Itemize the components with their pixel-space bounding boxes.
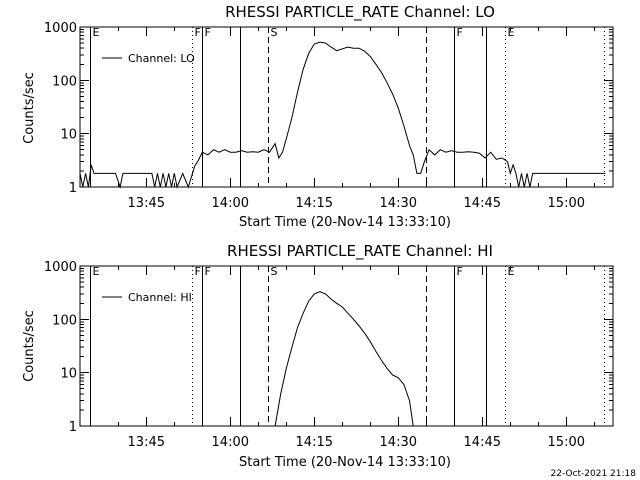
footer-timestamp: 22-Oct-2021 21:18 <box>551 469 637 479</box>
panel-hi-ytick-label: 1000 <box>44 260 77 275</box>
panel-hi-marker-label: F <box>205 265 211 278</box>
panel-lo-xtick-label: 15:00 <box>548 196 585 211</box>
chart-dynamic-layer: 1 10 100 1000 13:45 14:00 14:15 14:30 14:45 15:00… <box>44 21 614 450</box>
panel-hi-ytick-label: 10 <box>60 367 77 382</box>
panel-hi-xtick-label: 14:45 <box>464 435 501 450</box>
panel-lo-ylabel: Counts/sec <box>22 72 37 144</box>
panel-lo-ytick-label: 1000 <box>44 21 77 36</box>
panel-hi-marker-label: S <box>271 265 278 278</box>
panel-hi-series-line <box>274 291 414 427</box>
panel-lo-marker-label: E <box>93 26 100 39</box>
panel-lo-marker-label: F <box>205 26 211 39</box>
panel-lo-xtick-label: 13:45 <box>128 196 165 211</box>
panel-lo-ytick-label: 1 <box>69 181 77 196</box>
panel-hi-title: RHESSI PARTICLE_RATE Channel: HI <box>227 242 493 261</box>
panel-lo-ytick-label: 100 <box>52 74 77 89</box>
panel-lo-xtick-label: 14:15 <box>296 196 333 211</box>
panel-hi-xtick-label: 13:45 <box>128 435 165 450</box>
panel-hi-legend-label: Channel: HI <box>128 291 192 304</box>
panel-lo-xtick-label: 14:00 <box>212 196 249 211</box>
panel-lo-marker-label: F <box>195 26 201 39</box>
panel-lo-legend-label: Channel: LO <box>128 52 195 65</box>
panel-lo-xtick-label: 14:45 <box>464 196 501 211</box>
panel-hi-ytick-label: 100 <box>52 313 77 328</box>
panel-hi-marker-label: F <box>195 265 201 278</box>
panel-hi-frame <box>79 265 614 427</box>
panel-lo-marker-label: E <box>508 26 515 39</box>
panel-hi-xlabel: Start Time (20-Nov-14 13:33:10) <box>239 455 451 470</box>
panel-hi-marker-label: E <box>508 265 515 278</box>
panel-lo-ytick-label: 10 <box>60 128 77 143</box>
panel-lo-xtick-label: 14:30 <box>380 196 417 211</box>
panel-hi-ytick-label: 1 <box>69 420 77 435</box>
panel-hi-xtick-label: 14:30 <box>380 435 417 450</box>
panel-hi-xtick-label: 14:15 <box>296 435 333 450</box>
panel-lo-xlabel: Start Time (20-Nov-14 13:33:10) <box>239 215 451 230</box>
panel-lo-marker-label: S <box>271 26 278 39</box>
panel-lo-series-line <box>79 41 606 189</box>
panel-lo-frame <box>79 26 614 188</box>
panel-hi-xtick-label: 15:00 <box>548 435 585 450</box>
panel-hi-ylabel: Counts/sec <box>22 310 37 382</box>
panel-hi-marker-label: E <box>93 265 100 278</box>
panel-lo-title: RHESSI PARTICLE_RATE Channel: LO <box>225 3 495 22</box>
panel-lo-marker-label: F <box>457 26 463 39</box>
panel-hi-xtick-label: 14:00 <box>212 435 249 450</box>
panel-hi-marker-label: F <box>457 265 463 278</box>
